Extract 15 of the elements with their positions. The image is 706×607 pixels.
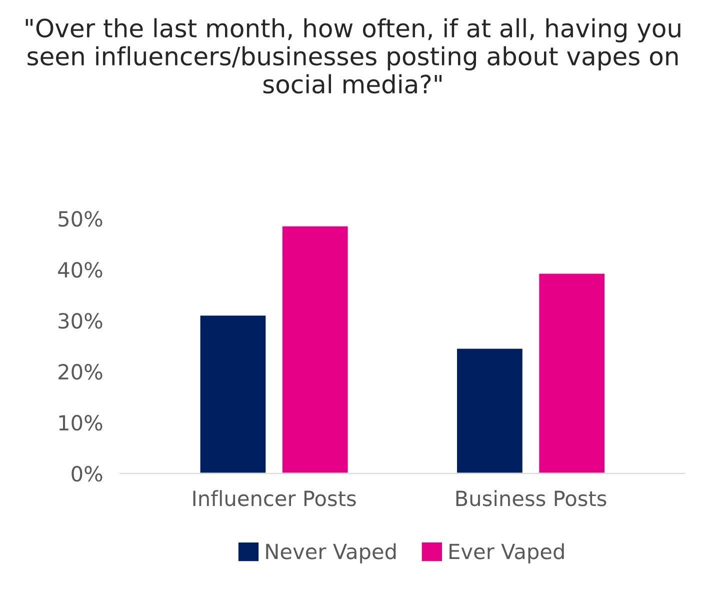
legend-label: Never Vaped — [266, 543, 396, 564]
chart-title: "Over the last month, how often, if at all, having you seen influencers/businesses posting about vapes on social media?" — [26, 18, 680, 94]
legend-label: Ever Vaped — [450, 543, 564, 564]
bar — [456, 347, 524, 474]
y-tick-label: 40% — [58, 262, 102, 278]
bar — [198, 314, 268, 474]
x-tick-label: Business Posts — [456, 490, 606, 506]
bar — [538, 272, 606, 474]
y-tick-label: 10% — [59, 414, 102, 431]
y-tick-label: 30% — [58, 312, 102, 329]
y-tick-label: 0% — [72, 466, 102, 482]
y-tick-label: 20% — [58, 364, 102, 380]
y-tick-label: 50% — [58, 210, 102, 227]
x-tick-label: Influencer Posts — [193, 490, 356, 506]
bar — [281, 224, 350, 474]
